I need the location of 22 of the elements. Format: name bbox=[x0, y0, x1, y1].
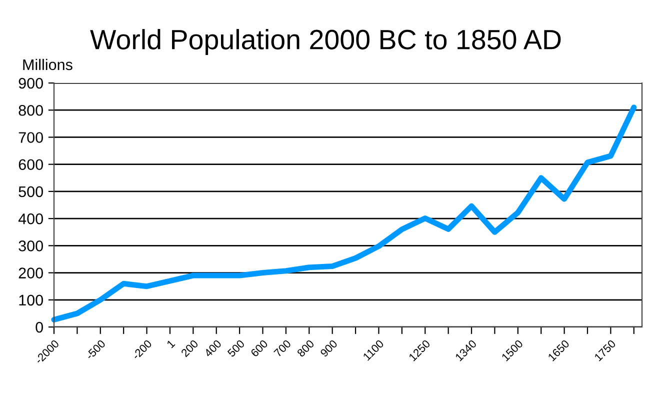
y-tick-label: 900 bbox=[18, 78, 43, 89]
y-tick-label: 300 bbox=[18, 240, 43, 252]
x-tick-label: 600 bbox=[250, 339, 268, 358]
y-tick-label: 0 bbox=[36, 322, 43, 333]
x-tick-label: 400 bbox=[204, 339, 222, 358]
y-axis-title: Millions bbox=[23, 58, 72, 70]
y-tick-label: 800 bbox=[18, 104, 43, 116]
x-tick-label: -500 bbox=[85, 339, 106, 360]
x-tick-label: 800 bbox=[296, 339, 315, 358]
x-tick-label: 700 bbox=[273, 339, 292, 358]
y-tick-label: 500 bbox=[18, 186, 43, 198]
y-tick-label: 600 bbox=[18, 159, 43, 170]
x-tick-label: 1 bbox=[166, 339, 176, 348]
y-tick-label: 200 bbox=[18, 268, 43, 278]
x-tick-label: 900 bbox=[320, 339, 338, 358]
y-tick-label: 100 bbox=[19, 294, 43, 306]
x-tick-label: 500 bbox=[226, 339, 246, 358]
chart-title: World Population 2000 BC to 1850 AD bbox=[90, 29, 561, 55]
y-tick-label: 700 bbox=[18, 132, 43, 143]
y-tick-label: 400 bbox=[18, 213, 43, 224]
x-tick-label: -200 bbox=[132, 339, 152, 360]
x-tick-label: 200 bbox=[180, 339, 199, 358]
